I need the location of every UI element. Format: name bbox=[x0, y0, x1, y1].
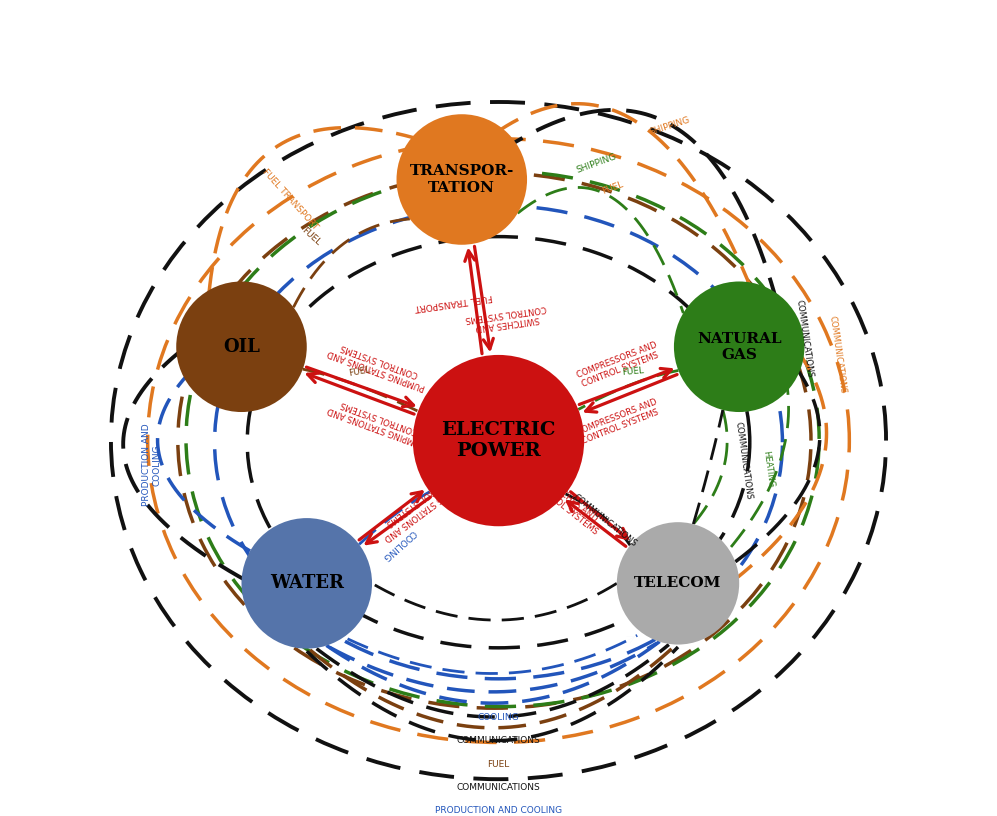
Text: FUEL: FUEL bbox=[348, 365, 372, 378]
Text: FUEL TRANSPORT: FUEL TRANSPORT bbox=[415, 292, 494, 312]
Text: COMPRESSORS AND
CONTROL SYSTEMS: COMPRESSORS AND CONTROL SYSTEMS bbox=[575, 397, 662, 447]
Text: COMMUNICATIONS: COMMUNICATIONS bbox=[571, 492, 638, 548]
Text: SHIPPING: SHIPPING bbox=[575, 152, 618, 175]
Text: FUEL: FUEL bbox=[488, 760, 509, 769]
Circle shape bbox=[413, 355, 584, 526]
Text: COMMUNICATIONS: COMMUNICATIONS bbox=[734, 421, 753, 500]
Text: FUEL: FUEL bbox=[299, 226, 322, 247]
Text: FUEL TRANSPORT: FUEL TRANSPORT bbox=[261, 168, 320, 232]
Text: COMPRESSORS AND
CONTROL SYSTEMS: COMPRESSORS AND CONTROL SYSTEMS bbox=[575, 340, 662, 390]
Text: SWITCHES AND
CONTROL SYSTEMS: SWITCHES AND CONTROL SYSTEMS bbox=[529, 471, 606, 537]
Text: FUEL: FUEL bbox=[622, 366, 645, 377]
Text: NATURAL
GAS: NATURAL GAS bbox=[697, 331, 782, 361]
Text: COMMUNICATIONS: COMMUNICATIONS bbox=[828, 315, 847, 394]
Text: PUMPING STATIONS AND
CONTROL SYSTEMS: PUMPING STATIONS AND CONTROL SYSTEMS bbox=[326, 396, 430, 449]
Text: PRODUCTION AND COOLING: PRODUCTION AND COOLING bbox=[435, 805, 562, 814]
Text: HEATING: HEATING bbox=[761, 450, 775, 488]
Text: PUMPING STATIONS AND
CONTROL SYSTEMS: PUMPING STATIONS AND CONTROL SYSTEMS bbox=[326, 339, 430, 392]
Text: SHIPPING: SHIPPING bbox=[648, 116, 691, 137]
Text: FUEL: FUEL bbox=[601, 180, 625, 196]
Text: COOLING: COOLING bbox=[380, 527, 417, 561]
Text: ELECTRIC
POWER: ELECTRIC POWER bbox=[442, 421, 555, 460]
Circle shape bbox=[176, 282, 307, 412]
Circle shape bbox=[674, 282, 805, 412]
Text: PRODUCTION AND
COOLING: PRODUCTION AND COOLING bbox=[142, 424, 162, 507]
Circle shape bbox=[241, 518, 372, 649]
Text: COMMUNICATIONS: COMMUNICATIONS bbox=[457, 783, 540, 792]
Text: WATER: WATER bbox=[270, 574, 344, 592]
Text: TRANSPOR-
TATION: TRANSPOR- TATION bbox=[410, 164, 514, 194]
Circle shape bbox=[397, 114, 527, 245]
Text: COOLING: COOLING bbox=[478, 713, 519, 722]
Text: COMMUNICATIONS: COMMUNICATIONS bbox=[795, 299, 815, 378]
Circle shape bbox=[617, 522, 739, 645]
Text: TELECOM: TELECOM bbox=[634, 576, 722, 590]
Text: COMMUNICATIONS: COMMUNICATIONS bbox=[457, 736, 540, 745]
Text: SWITCHES AND
CONTROL SYSTEMS: SWITCHES AND CONTROL SYSTEMS bbox=[465, 303, 548, 334]
Text: PUMPING STATIONS AND
CONTROL SYSTEMS: PUMPING STATIONS AND CONTROL SYSTEMS bbox=[376, 465, 471, 543]
Text: OIL: OIL bbox=[223, 338, 260, 356]
